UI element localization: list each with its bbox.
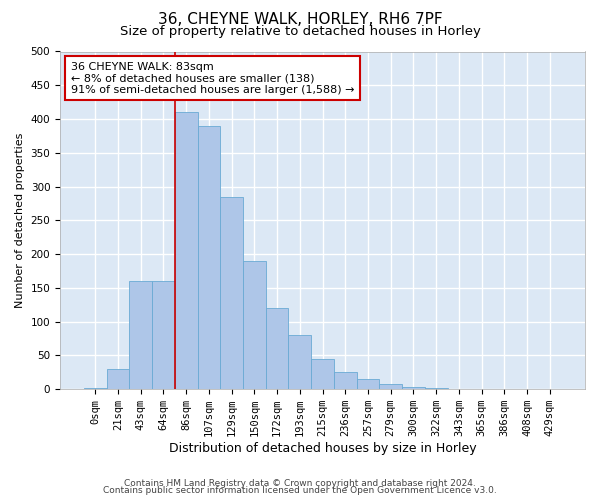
Bar bbox=[220, 196, 243, 389]
Bar bbox=[425, 388, 448, 389]
Text: 36 CHEYNE WALK: 83sqm
← 8% of detached houses are smaller (138)
91% of semi-deta: 36 CHEYNE WALK: 83sqm ← 8% of detached h… bbox=[71, 62, 354, 95]
Bar bbox=[130, 281, 152, 389]
Bar bbox=[152, 281, 175, 389]
Bar bbox=[197, 126, 220, 389]
Text: Contains public sector information licensed under the Open Government Licence v3: Contains public sector information licen… bbox=[103, 486, 497, 495]
X-axis label: Distribution of detached houses by size in Horley: Distribution of detached houses by size … bbox=[169, 442, 476, 455]
Text: Contains HM Land Registry data © Crown copyright and database right 2024.: Contains HM Land Registry data © Crown c… bbox=[124, 478, 476, 488]
Bar bbox=[107, 369, 130, 389]
Bar bbox=[334, 372, 356, 389]
Bar bbox=[266, 308, 289, 389]
Bar bbox=[243, 261, 266, 389]
Bar bbox=[311, 359, 334, 389]
Text: Size of property relative to detached houses in Horley: Size of property relative to detached ho… bbox=[119, 25, 481, 38]
Bar bbox=[84, 388, 107, 389]
Bar bbox=[448, 388, 470, 389]
Text: 36, CHEYNE WALK, HORLEY, RH6 7PF: 36, CHEYNE WALK, HORLEY, RH6 7PF bbox=[158, 12, 442, 28]
Bar bbox=[356, 379, 379, 389]
Bar bbox=[175, 112, 197, 389]
Bar bbox=[379, 384, 402, 389]
Bar bbox=[289, 335, 311, 389]
Y-axis label: Number of detached properties: Number of detached properties bbox=[15, 132, 25, 308]
Bar bbox=[402, 387, 425, 389]
